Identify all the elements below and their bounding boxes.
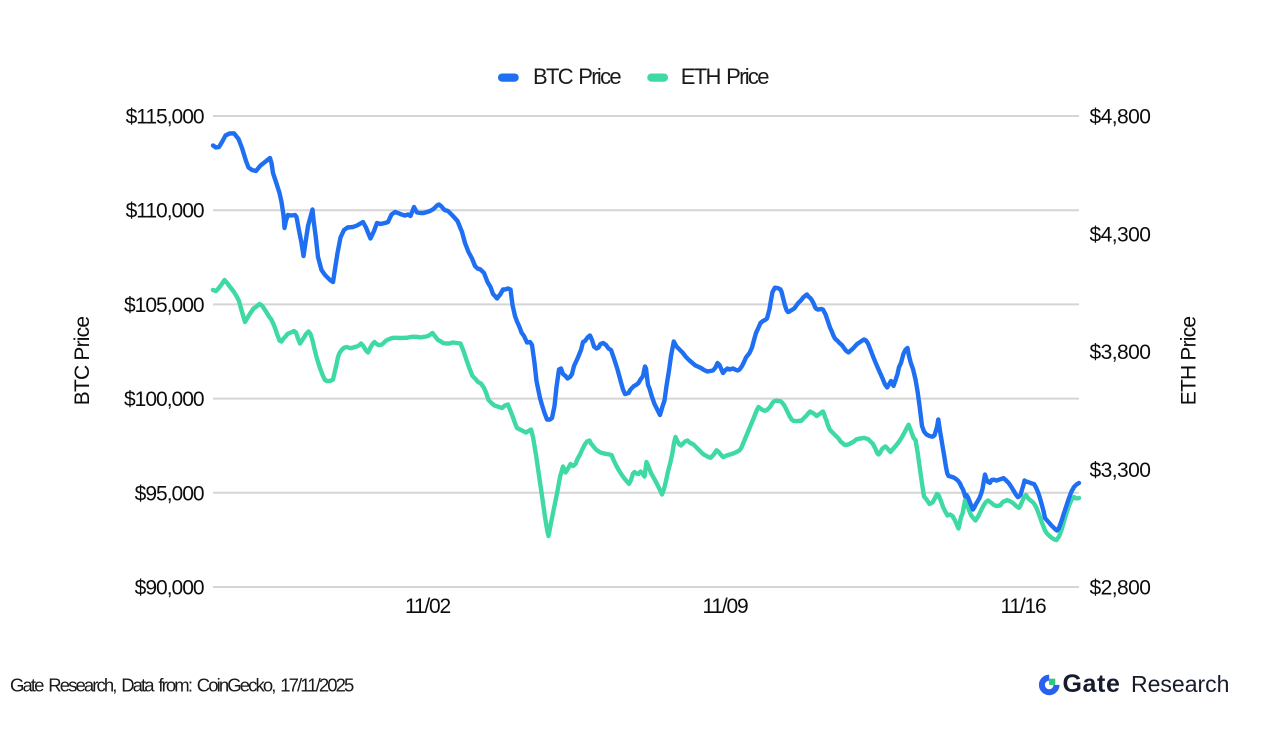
svg-text:$115,000: $115,000 [126, 106, 204, 129]
svg-text:$105,000: $105,000 [124, 294, 204, 317]
svg-text:Gate Research, Data from: Coin: Gate Research, Data from: CoinGecko, 17/… [10, 675, 354, 696]
svg-text:Research: Research [1131, 671, 1229, 697]
svg-text:$3,300: $3,300 [1090, 459, 1151, 482]
svg-text:ETH Price: ETH Price [681, 64, 769, 89]
svg-text:$95,000: $95,000 [135, 482, 204, 505]
svg-text:$3,800: $3,800 [1090, 341, 1151, 364]
svg-text:11/02: 11/02 [405, 595, 451, 618]
svg-text:$4,300: $4,300 [1090, 223, 1151, 246]
svg-text:$4,800: $4,800 [1090, 106, 1151, 129]
svg-text:11/09: 11/09 [703, 595, 749, 618]
svg-text:BTC Price: BTC Price [71, 317, 94, 406]
svg-text:$110,000: $110,000 [126, 200, 204, 223]
svg-text:$90,000: $90,000 [135, 577, 204, 600]
svg-text:ETH Price: ETH Price [1178, 317, 1201, 406]
svg-text:$100,000: $100,000 [124, 388, 204, 411]
svg-text:Gate: Gate [1063, 670, 1121, 698]
svg-text:BTC Price: BTC Price [533, 64, 621, 89]
svg-text:11/16: 11/16 [1001, 595, 1047, 618]
svg-text:$2,800: $2,800 [1090, 577, 1151, 600]
